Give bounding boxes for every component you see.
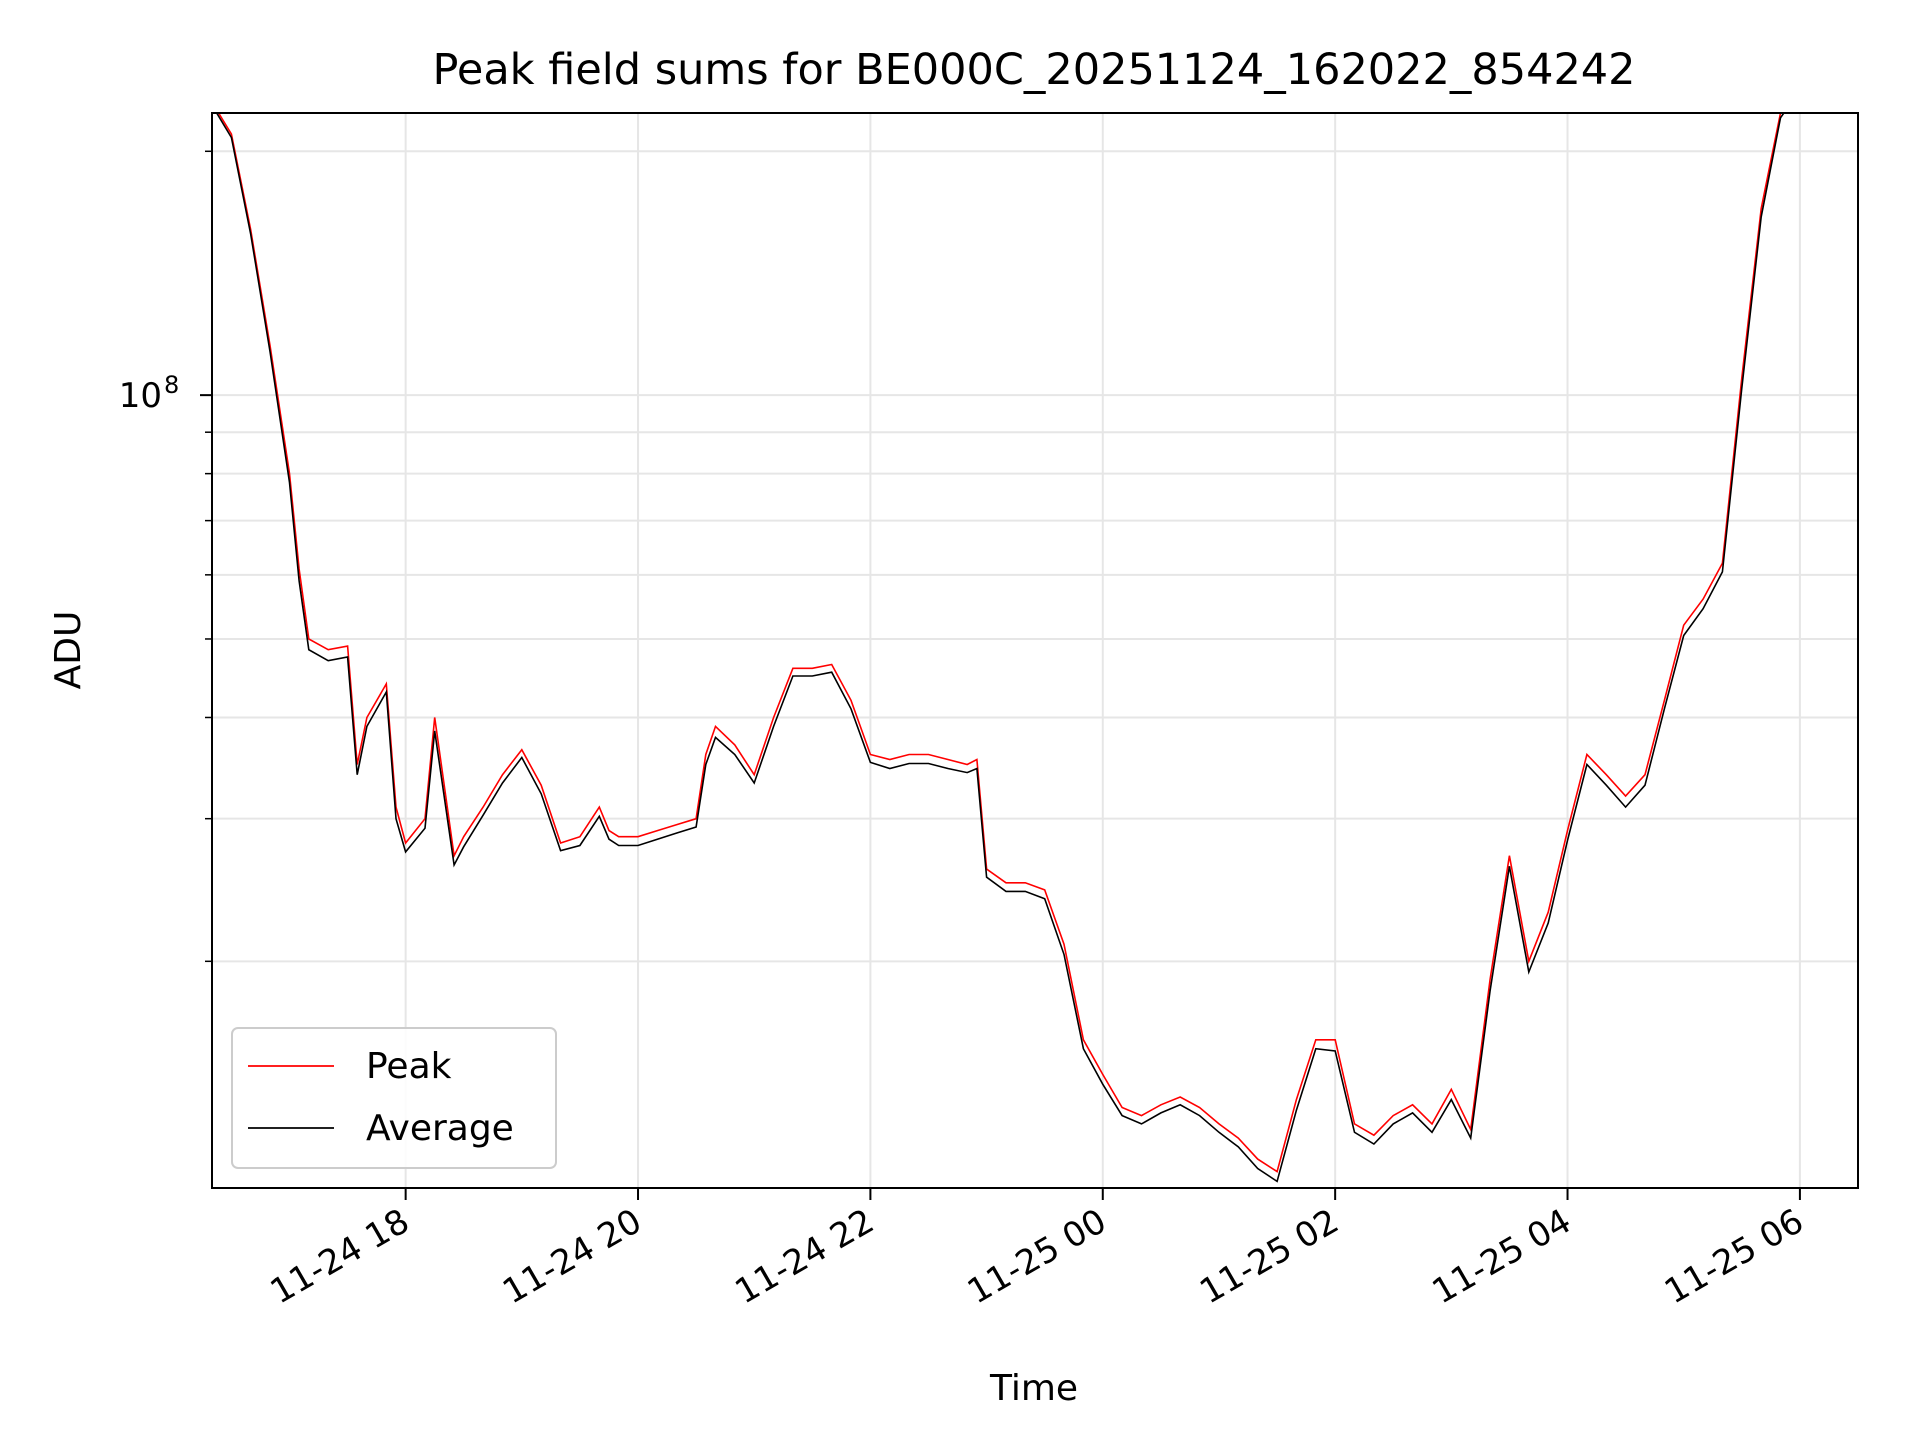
chart-title: Peak field sums for BE000C_20251124_1620… (432, 45, 1635, 95)
legend-label-peak: Peak (366, 1046, 452, 1087)
y-tick-label: 10 (119, 376, 162, 416)
y-tick-exponent: 8 (164, 371, 179, 399)
plot-area (215, 113, 1785, 1183)
y-axis: 10 8 (119, 150, 212, 963)
legend-box (231, 1027, 557, 1169)
y-axis-label: ADU (48, 611, 89, 690)
series-average-line (215, 113, 1785, 1183)
series-peak-line (217, 113, 1782, 1173)
legend-label-average: Average (366, 1108, 514, 1149)
grid (212, 113, 1858, 1188)
legend: Peak Average (231, 1027, 557, 1169)
plot-frame (211, 112, 1859, 1189)
x-axis-label: Time (989, 1368, 1078, 1409)
